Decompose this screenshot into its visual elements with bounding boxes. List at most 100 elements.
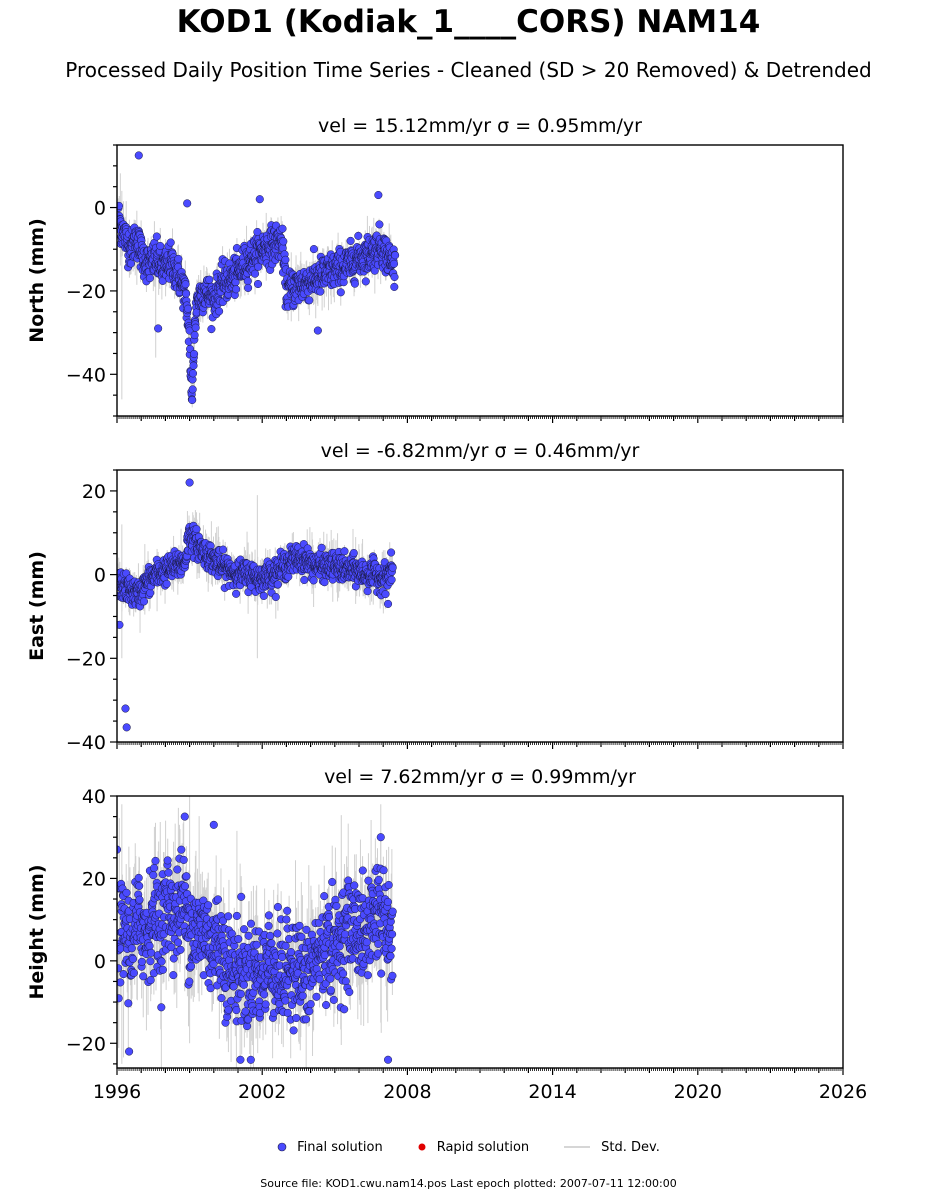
panel-title-east: vel = -6.82mm/yr σ = 0.46mm/yr — [321, 440, 640, 462]
data-point — [391, 251, 400, 260]
plot-frame-east — [116, 469, 844, 743]
data-point — [350, 279, 359, 288]
data-point — [243, 277, 252, 286]
data-point — [177, 845, 186, 854]
data-point — [157, 957, 166, 966]
data-point — [169, 971, 178, 980]
data-point — [191, 323, 200, 332]
panel-east: vel = -6.82mm/yr σ = 0.46mm/yr East (mm) 2… — [26, 440, 844, 754]
data-point — [281, 255, 290, 264]
data-point — [374, 190, 383, 200]
data-point — [174, 254, 183, 263]
data-point — [375, 220, 384, 229]
data-point — [182, 289, 191, 298]
final-solution-points-north — [117, 151, 400, 405]
data-point — [145, 274, 154, 283]
data-point — [250, 269, 260, 278]
data-point — [261, 1000, 270, 1009]
data-point — [259, 591, 268, 600]
data-point — [217, 994, 226, 1003]
data-point — [137, 957, 146, 966]
data-point — [129, 968, 138, 978]
data-point — [205, 275, 214, 284]
y-axis-label-north: North (mm) — [26, 218, 48, 343]
data-point — [309, 245, 318, 254]
data-point — [158, 965, 167, 974]
panel-title-height: vel = 7.62mm/yr σ = 0.99mm/yr — [324, 766, 636, 788]
data-point — [317, 543, 326, 552]
data-point — [389, 259, 399, 268]
y-tick-label: 0 — [94, 198, 106, 220]
data-point — [207, 325, 216, 334]
data-point — [119, 970, 128, 979]
panel-north: vel = 15.12mm/yr σ = 0.95mm/yr North (mm)… — [26, 115, 844, 423]
data-point — [241, 1007, 250, 1016]
data-point — [176, 945, 185, 954]
data-point — [252, 940, 261, 949]
data-point — [187, 962, 196, 971]
data-point — [390, 272, 399, 282]
data-point — [244, 283, 253, 292]
data-point — [117, 201, 124, 210]
data-point — [185, 478, 194, 487]
data-point — [121, 704, 130, 713]
data-point — [190, 349, 199, 359]
data-point — [340, 547, 349, 556]
data-point — [239, 980, 248, 989]
data-point — [122, 888, 131, 897]
figure-title: KOD1 (Kodiak_1____CORS) NAM14 — [176, 4, 761, 40]
data-point — [169, 954, 178, 963]
data-point — [284, 572, 293, 581]
data-point — [188, 385, 197, 394]
data-point — [336, 288, 345, 297]
data-point — [134, 151, 143, 160]
data-point — [183, 304, 193, 313]
data-point — [128, 954, 137, 963]
panel-title-north: vel = 15.12mm/yr σ = 0.95mm/yr — [318, 115, 642, 137]
data-point — [256, 1009, 265, 1018]
data-point — [388, 563, 397, 572]
data-point — [152, 232, 161, 241]
data-point — [215, 307, 224, 316]
stddev-bars-north — [117, 173, 396, 408]
data-point — [278, 224, 287, 233]
data-point — [154, 324, 163, 333]
data-point — [219, 916, 228, 925]
data-point — [146, 588, 155, 597]
data-point — [192, 525, 201, 534]
data-point — [246, 919, 256, 928]
data-point — [146, 976, 155, 985]
data-point — [167, 943, 176, 952]
data-point — [229, 982, 238, 991]
data-point — [253, 279, 263, 289]
data-point — [162, 579, 171, 588]
data-point — [224, 912, 233, 921]
data-point — [354, 231, 363, 240]
data-point — [157, 1003, 166, 1012]
data-point — [237, 892, 246, 901]
data-point — [117, 620, 124, 629]
data-point — [363, 587, 372, 596]
data-point — [232, 589, 241, 598]
data-point — [383, 599, 393, 608]
data-point — [316, 287, 325, 296]
data-point — [313, 326, 322, 335]
data-point — [164, 868, 173, 877]
data-point — [387, 548, 396, 557]
data-point — [117, 978, 125, 987]
data-point — [135, 895, 144, 904]
data-point — [163, 856, 172, 865]
data-layer-east — [117, 478, 397, 732]
data-point — [149, 871, 158, 880]
data-point — [188, 395, 197, 405]
data-point — [266, 931, 275, 940]
data-point — [240, 925, 249, 934]
data-point — [244, 931, 253, 940]
data-layer-height — [117, 796, 397, 1068]
data-point — [305, 296, 314, 305]
data-point — [209, 959, 218, 969]
panel-height: vel = 7.62mm/yr σ = 0.99mm/yr Height (mm)… — [26, 766, 867, 1103]
y-tick-label: 0 — [94, 565, 106, 587]
data-point — [320, 578, 329, 587]
